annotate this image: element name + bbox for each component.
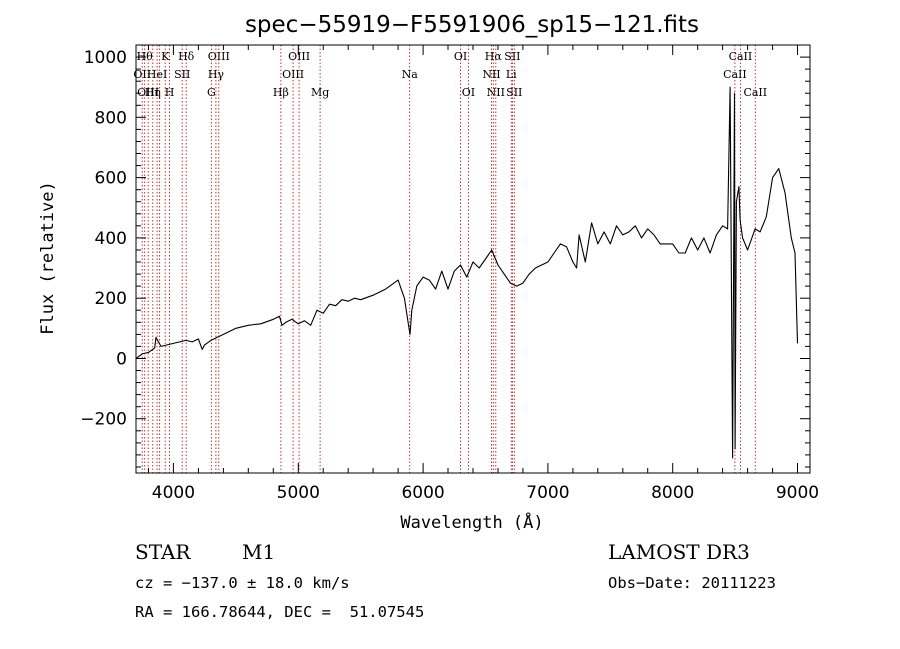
- coordinates: RA = 166.78644, DEC = 51.07545: [135, 603, 425, 621]
- object-type: STAR: [135, 540, 191, 564]
- line-marker-label: H: [165, 86, 175, 99]
- spectrum-line: [135, 86, 799, 459]
- line-markers: [141, 45, 756, 473]
- line-marker-label: OI: [454, 50, 467, 63]
- line-marker-label: HeI: [147, 68, 167, 81]
- chart-title: spec−55919−F5591906_sp15−121.fits: [245, 12, 699, 38]
- x-axis-label: Wavelength (Å): [400, 511, 543, 533]
- line-marker-label: Hα: [485, 50, 503, 63]
- x-tick-label: 4000: [152, 483, 195, 503]
- y-tick-label: −200: [80, 410, 127, 430]
- y-tick-label: 0: [116, 350, 127, 370]
- line-marker-label: CaII: [743, 86, 767, 99]
- line-marker-label: CaII: [729, 50, 753, 63]
- line-marker-label: G: [207, 86, 216, 99]
- line-marker-label: Hγ: [208, 68, 225, 81]
- observation-date: Obs−Date: 20111223: [608, 574, 776, 592]
- object-subclass: M1: [242, 540, 276, 564]
- y-tick-label: 1000: [84, 48, 127, 68]
- line-marker-label: OIII: [288, 50, 310, 63]
- line-marker-label: OI: [462, 86, 475, 99]
- y-axis-label: Flux (relative): [38, 181, 58, 335]
- y-tick-label: 600: [95, 169, 127, 189]
- x-tick-label: 6000: [401, 483, 444, 503]
- x-tick-label: 7000: [526, 483, 569, 503]
- line-marker-label: Na: [402, 68, 419, 81]
- line-marker-label: Hη: [145, 86, 161, 99]
- survey-name: LAMOST DR3: [608, 540, 750, 564]
- line-marker-label: Hβ: [273, 86, 289, 99]
- axes: 4000 5000 6000 7000 8000 9000 −200 0 200 400 600 80…: [80, 44, 819, 503]
- line-marker-label: Hδ: [178, 50, 195, 63]
- line-marker-label: OIII: [208, 50, 230, 63]
- x-tick-label: 9000: [776, 483, 819, 503]
- line-marker-label: Mg: [311, 86, 329, 99]
- line-marker-label: OII: [133, 68, 151, 81]
- redshift-cz: cz = −137.0 ± 18.0 km/s: [135, 574, 350, 592]
- line-marker-label: Hθ: [137, 50, 154, 63]
- line-marker-label: SII: [174, 68, 190, 81]
- line-marker-label: Li: [506, 68, 517, 81]
- line-marker-label: NII: [482, 68, 500, 81]
- line-marker-label: SII: [504, 50, 520, 63]
- spectrum-series: [135, 86, 799, 459]
- line-marker-label: K: [161, 50, 170, 63]
- y-tick-label: 800: [95, 108, 127, 128]
- line-marker-label: CaII: [723, 68, 747, 81]
- x-tick-label: 8000: [651, 483, 694, 503]
- x-tick-label: 5000: [277, 483, 320, 503]
- line-marker-label: OIII: [137, 86, 159, 99]
- line-marker-label: SII: [506, 86, 522, 99]
- y-tick-label: 200: [95, 289, 127, 309]
- line-marker-label: OIII: [282, 68, 304, 81]
- line-marker-labels: OIIHθOIIIHηHeIKHSIIHδGHγOIIIHβOIIIOIIIMg…: [133, 50, 767, 99]
- y-tick-label: 400: [95, 229, 127, 249]
- line-marker-label: NII: [487, 86, 505, 99]
- plot-frame: [135, 44, 811, 474]
